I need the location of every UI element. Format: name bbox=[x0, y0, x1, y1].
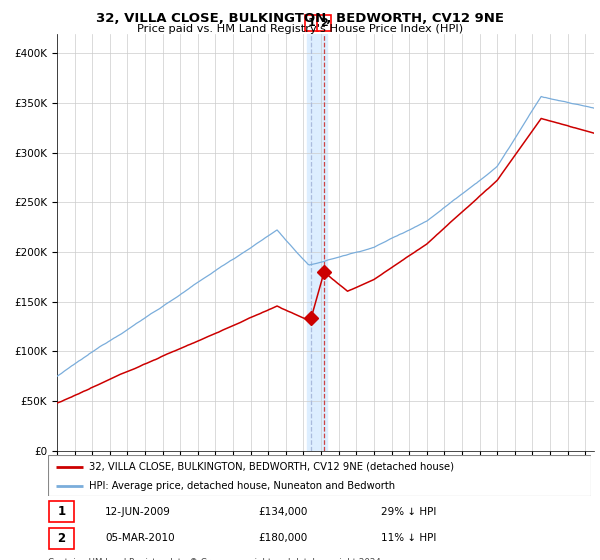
FancyBboxPatch shape bbox=[48, 455, 591, 496]
Text: Contains HM Land Registry data © Crown copyright and database right 2024.
This d: Contains HM Land Registry data © Crown c… bbox=[48, 558, 383, 560]
Text: HPI: Average price, detached house, Nuneaton and Bedworth: HPI: Average price, detached house, Nune… bbox=[89, 480, 395, 491]
Text: 1: 1 bbox=[58, 505, 65, 519]
FancyBboxPatch shape bbox=[49, 501, 74, 522]
Text: 05-MAR-2010: 05-MAR-2010 bbox=[105, 533, 175, 543]
Text: 2: 2 bbox=[58, 531, 65, 545]
Text: 12-JUN-2009: 12-JUN-2009 bbox=[105, 507, 171, 517]
Text: £180,000: £180,000 bbox=[258, 533, 307, 543]
Text: 11% ↓ HPI: 11% ↓ HPI bbox=[381, 533, 436, 543]
Text: 29% ↓ HPI: 29% ↓ HPI bbox=[381, 507, 436, 517]
Text: Price paid vs. HM Land Registry's House Price Index (HPI): Price paid vs. HM Land Registry's House … bbox=[137, 24, 463, 34]
Bar bbox=[307, 34, 327, 451]
Text: 1: 1 bbox=[307, 18, 315, 28]
Text: 32, VILLA CLOSE, BULKINGTON, BEDWORTH, CV12 9NE (detached house): 32, VILLA CLOSE, BULKINGTON, BEDWORTH, C… bbox=[89, 461, 454, 472]
Text: 2: 2 bbox=[320, 18, 328, 28]
Text: 32, VILLA CLOSE, BULKINGTON, BEDWORTH, CV12 9NE: 32, VILLA CLOSE, BULKINGTON, BEDWORTH, C… bbox=[96, 12, 504, 25]
Text: £134,000: £134,000 bbox=[258, 507, 307, 517]
FancyBboxPatch shape bbox=[49, 528, 74, 549]
